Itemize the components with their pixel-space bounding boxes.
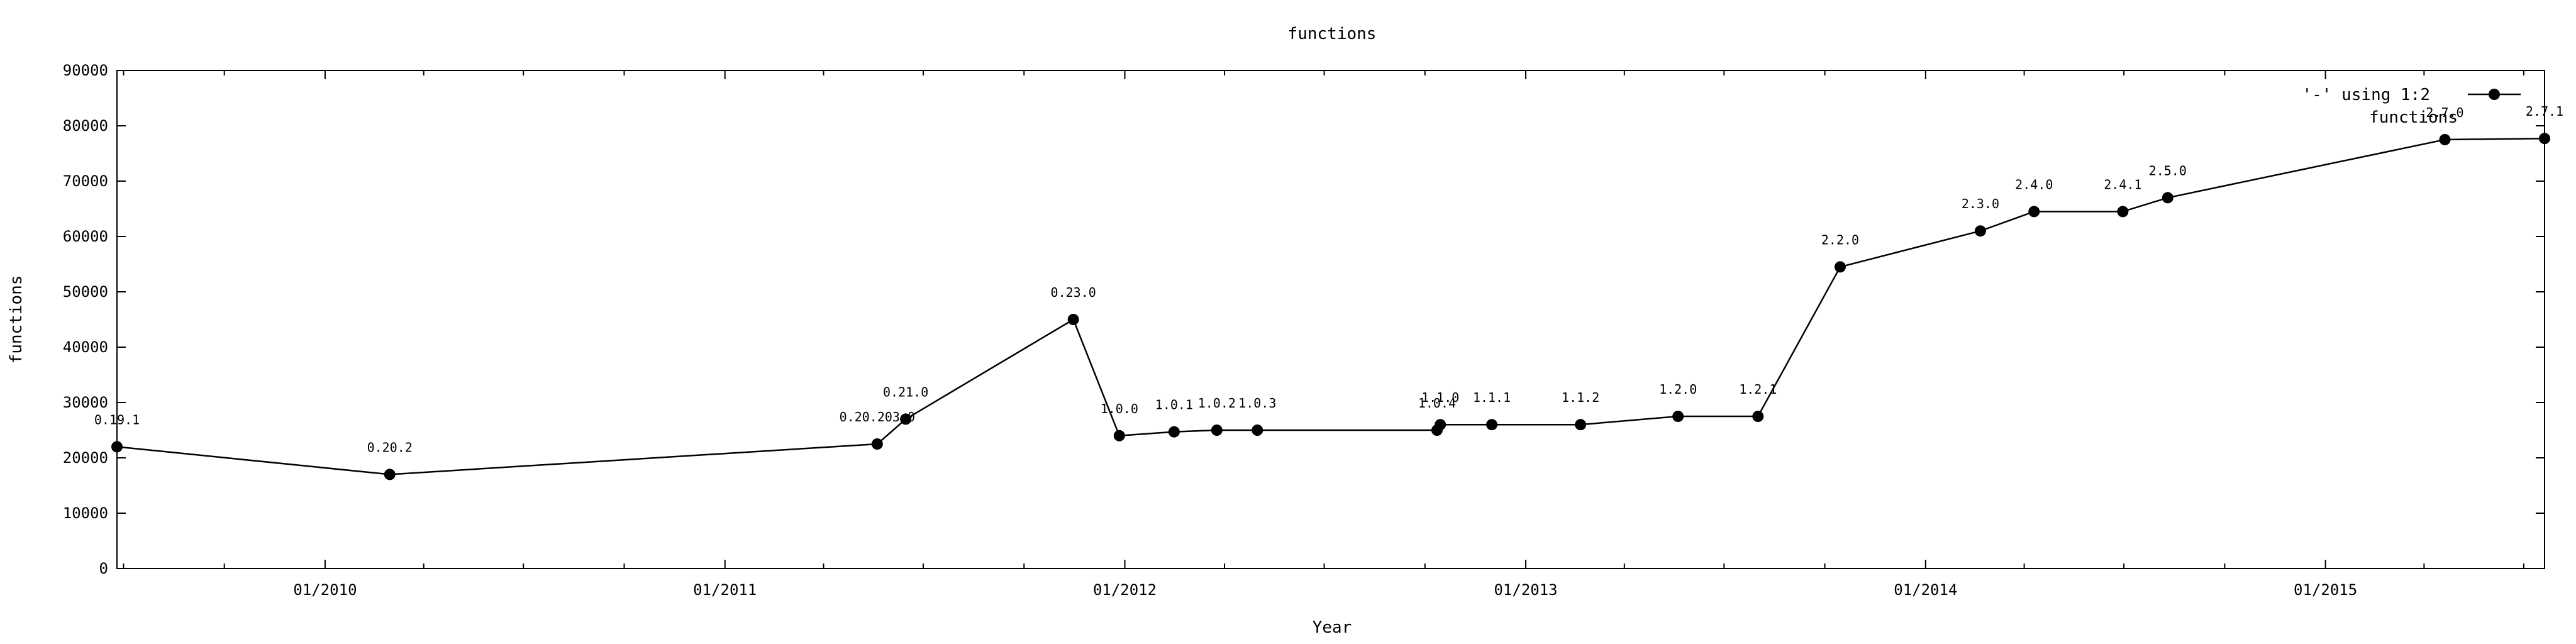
ticks: 0 10000 20000 30000 40000 50000 60000 70000 8000… [63, 62, 2545, 599]
legend: '-' using 1:2 functions [2302, 86, 2521, 127]
chart-title: functions [1288, 25, 1377, 43]
data-label: 2.4.1 [2104, 177, 2141, 192]
legend-entry-functions: functions [2369, 108, 2458, 127]
x-tick-label: 01/2010 [293, 581, 357, 599]
data-label: 1.0.2 [1198, 396, 1236, 411]
data-label: 0.19.1 [94, 412, 140, 427]
legend-point-sample [2489, 89, 2500, 100]
data-label: 1.1.0 [1421, 390, 1459, 405]
x-tick-label: 01/2013 [1494, 581, 1557, 599]
data-point [1672, 411, 1684, 422]
y-tick-label: 40000 [63, 338, 108, 356]
data-label: 0.23.0 [1051, 285, 1096, 300]
data-label: 1.2.1 [1739, 382, 1777, 397]
y-axis-label: functions [7, 275, 26, 364]
data-label: 1.1.2 [1562, 390, 1599, 405]
data-label: 1.0.0 [1101, 401, 1138, 416]
data-point [871, 438, 883, 450]
y-tick-label: 20000 [63, 449, 108, 467]
data-label: 2.3.0 [1962, 196, 1999, 211]
data-point [1113, 430, 1125, 441]
data-point [1974, 225, 1986, 237]
y-tick-label: 80000 [63, 117, 108, 135]
data-label: 1.0.3 [1238, 396, 1276, 411]
plot-frame [116, 70, 2545, 569]
y-tick-label: 90000 [63, 62, 108, 79]
data-point [1168, 426, 1180, 438]
data-point [1752, 411, 1764, 422]
data-label: 1.0.1 [1155, 397, 1193, 413]
x-tick-label: 01/2014 [1894, 581, 1957, 599]
data-label: 2.5.0 [2149, 163, 2187, 178]
data-label: 0.20.2 [367, 440, 413, 455]
data-point [1252, 425, 1263, 436]
data-label: 0.21.0 [883, 384, 928, 399]
data-label: 1.1.1 [1473, 390, 1511, 405]
data-point [1834, 261, 1846, 273]
data-point [2539, 133, 2550, 145]
data-point [2162, 192, 2174, 204]
data-point [1067, 314, 1079, 325]
data-label: 2.7.0 [2426, 105, 2463, 120]
y-tick-label: 10000 [63, 504, 108, 522]
data-label: 2.2.0 [1821, 232, 1859, 247]
y-tick-label: 60000 [63, 228, 108, 245]
data-point [1575, 419, 1587, 431]
data-label: 1.0.4 [1418, 396, 1456, 411]
data-point [1435, 419, 1446, 431]
series: 0.19.10.20.20.20.203.00.21.00.23.01.0.0 1… [94, 104, 2563, 480]
y-tick-label: 30000 [63, 394, 108, 411]
y-tick-label: 70000 [63, 172, 108, 190]
data-label: 2.4.0 [2015, 177, 2053, 192]
data-point [1486, 419, 1498, 431]
x-tick-label: 01/2011 [693, 581, 757, 599]
x-tick-label: 01/2015 [2294, 581, 2357, 599]
data-point [384, 469, 396, 480]
data-point [2439, 134, 2451, 145]
axes [116, 70, 2545, 569]
data-point [2028, 206, 2040, 218]
legend-entry-using: '-' using 1:2 [2302, 86, 2431, 104]
x-tick-label: 01/2012 [1093, 581, 1157, 599]
data-point [2117, 206, 2129, 218]
data-label: 1.2.0 [1659, 382, 1697, 397]
x-axis-label: Year [1313, 618, 1352, 637]
data-point [900, 413, 912, 425]
data-label: 2.7.1 [2526, 104, 2563, 119]
y-tick-label: 0 [99, 560, 108, 577]
data-point [1211, 425, 1223, 436]
series-line [116, 137, 2545, 475]
y-tick-label: 50000 [63, 283, 108, 301]
data-point [111, 441, 123, 453]
